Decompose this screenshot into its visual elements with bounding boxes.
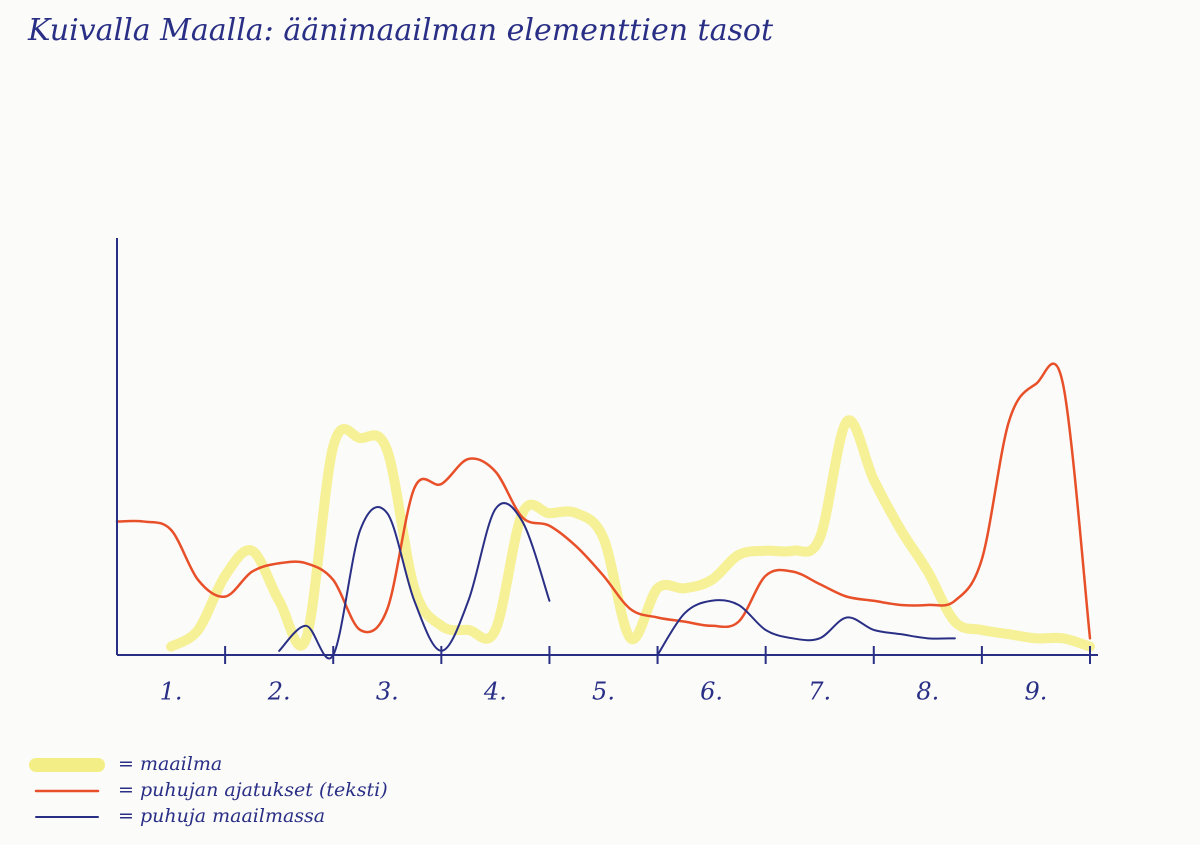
legend-label: puhujan ajatukset (teksti) [140,779,388,801]
x-tick-label: 8. [916,678,939,706]
x-tick-label: 2. [267,678,291,706]
series-line [115,362,1092,640]
series-line [166,415,1095,652]
x-tick-label: 5. [592,678,615,706]
x-tick-label: 9. [1024,678,1047,706]
x-tick-label: 1. [160,678,183,706]
x-tick-label: 7. [808,678,831,706]
legend-separator: = [118,753,134,775]
x-tick-label: 6. [700,678,723,706]
legend-label: puhuja maailmassa [140,805,325,827]
x-tick-label: 3. [376,678,399,706]
chart-title: Kuivalla Maalla: äänimaailman elementtie… [27,13,774,48]
legend-separator: = [118,779,134,801]
series-line [278,502,956,660]
legend-label: maailma [140,753,222,775]
x-tick-label: 4. [483,678,507,706]
legend-separator: = [118,805,134,827]
